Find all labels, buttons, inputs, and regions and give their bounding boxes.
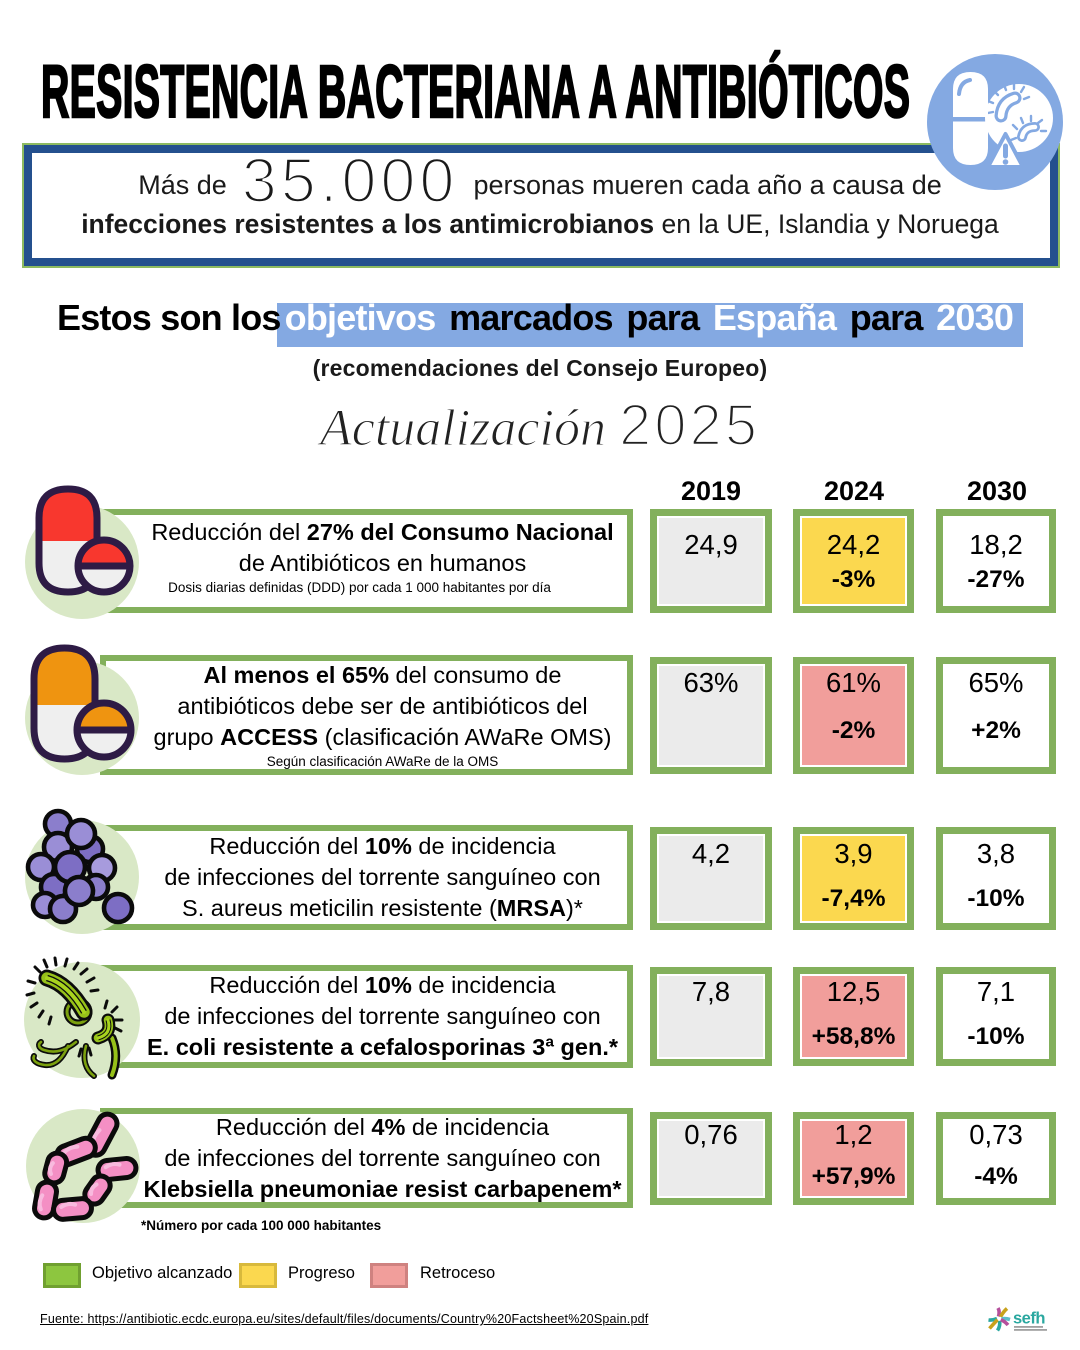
svg-text:sefh: sefh	[1013, 1310, 1045, 1328]
